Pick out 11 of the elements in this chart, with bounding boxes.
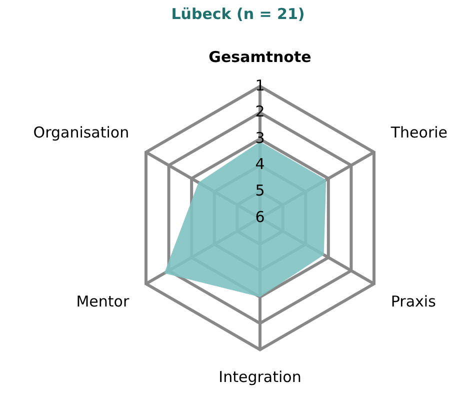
spoke-label: Gesamtnote xyxy=(208,48,312,66)
y-tick-label: 5 xyxy=(255,182,265,200)
spoke-label: Theorie xyxy=(390,123,448,142)
spoke-label: Integration xyxy=(218,368,302,386)
y-tick-label: 6 xyxy=(255,208,265,226)
spoke-label: Mentor xyxy=(76,292,130,310)
chart-title: Lübeck (n = 21) xyxy=(171,4,305,23)
spoke-label: Praxis xyxy=(390,292,436,310)
y-tick-label: 4 xyxy=(255,155,265,174)
spoke-label: Organisation xyxy=(33,123,130,142)
y-tick-label: 1 xyxy=(255,76,265,94)
